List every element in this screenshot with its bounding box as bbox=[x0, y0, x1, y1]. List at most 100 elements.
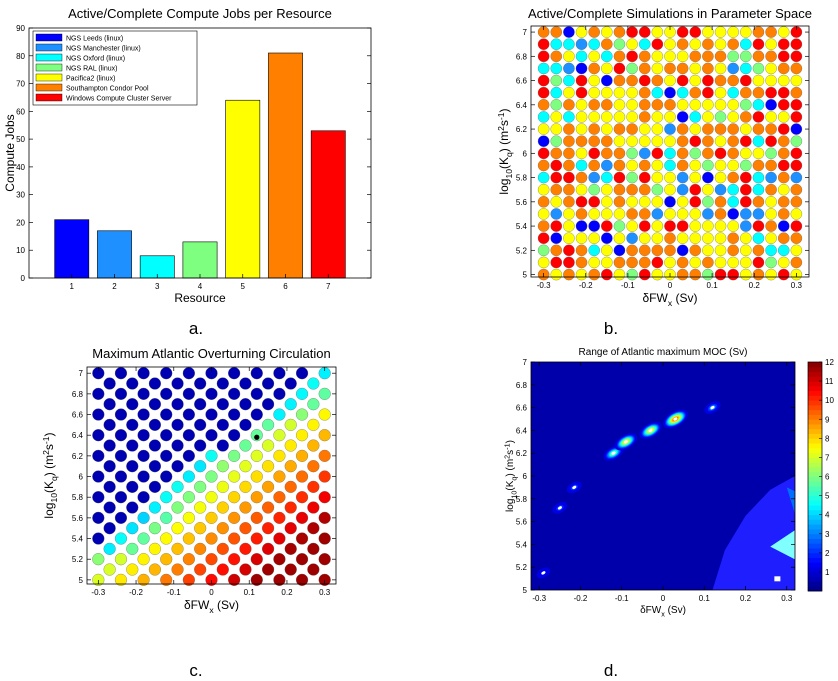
data-point bbox=[638, 232, 651, 244]
data-point bbox=[205, 532, 218, 545]
contour-peak bbox=[572, 485, 577, 490]
data-point bbox=[626, 220, 638, 232]
axis-label-part: ) (m bbox=[497, 131, 511, 152]
data-point bbox=[216, 563, 229, 576]
legend-swatch bbox=[35, 83, 63, 92]
data-point bbox=[137, 511, 150, 524]
data-point bbox=[638, 86, 651, 99]
y-tick-label: 5.4 bbox=[516, 540, 528, 549]
data-point bbox=[740, 74, 752, 87]
data-point bbox=[103, 563, 116, 576]
data-point bbox=[752, 86, 765, 99]
data-point bbox=[103, 460, 116, 473]
data-point bbox=[626, 135, 638, 147]
data-point bbox=[740, 196, 752, 208]
data-point bbox=[777, 196, 790, 208]
data-point bbox=[307, 377, 320, 390]
y-tick-label: 6.6 bbox=[516, 77, 528, 86]
data-point bbox=[638, 99, 651, 111]
data-point bbox=[194, 480, 207, 493]
data-point bbox=[588, 38, 600, 50]
data-point bbox=[126, 480, 139, 493]
x-tick-label: 2 bbox=[112, 282, 117, 291]
data-point bbox=[137, 491, 150, 504]
data-point bbox=[563, 220, 575, 232]
data-point bbox=[550, 220, 563, 232]
data-point bbox=[228, 429, 241, 442]
colorbar-step bbox=[808, 571, 822, 578]
legend-entry: Southampton Condor Pool bbox=[66, 86, 149, 93]
data-point bbox=[126, 439, 139, 452]
data-point bbox=[563, 99, 575, 111]
data-point bbox=[664, 62, 676, 75]
data-point bbox=[676, 244, 689, 257]
data-point bbox=[790, 74, 803, 87]
data-point bbox=[318, 532, 331, 545]
data-point bbox=[239, 542, 252, 555]
data-point bbox=[126, 398, 139, 411]
data-point bbox=[601, 183, 613, 196]
data-point bbox=[205, 553, 218, 566]
data-point bbox=[550, 26, 563, 38]
data-point bbox=[714, 256, 727, 269]
x-tick-label: 0.3 bbox=[781, 594, 793, 603]
data-point bbox=[114, 470, 128, 483]
colorbar-step bbox=[808, 567, 822, 573]
contour-peak bbox=[541, 571, 546, 575]
data-point bbox=[194, 377, 207, 390]
colorbar-tick-label: 6 bbox=[825, 473, 830, 482]
data-point bbox=[613, 183, 626, 196]
data-point bbox=[651, 86, 664, 99]
data-point bbox=[689, 147, 702, 160]
chart-title: Active/Complete Simulations in Parameter… bbox=[528, 6, 812, 21]
contour-peak bbox=[623, 440, 628, 444]
data-point bbox=[126, 377, 139, 390]
data-point bbox=[752, 220, 765, 232]
data-point bbox=[727, 183, 739, 196]
contour-peak bbox=[611, 451, 616, 455]
data-point bbox=[194, 439, 207, 452]
data-point bbox=[537, 159, 550, 172]
data-point bbox=[601, 50, 613, 63]
data-point bbox=[676, 135, 689, 147]
data-point bbox=[702, 208, 714, 220]
data-point bbox=[563, 26, 575, 38]
data-point bbox=[575, 26, 588, 38]
data-point bbox=[262, 563, 275, 576]
data-point bbox=[702, 135, 714, 147]
data-point bbox=[727, 159, 739, 172]
data-point bbox=[148, 542, 161, 555]
colorbar-step bbox=[808, 548, 822, 554]
data-point bbox=[740, 208, 752, 220]
data-point bbox=[205, 511, 218, 524]
axes-frame bbox=[28, 27, 372, 279]
data-point bbox=[262, 522, 275, 535]
data-point bbox=[626, 123, 638, 135]
data-point bbox=[575, 159, 588, 172]
x-tick-label: 4 bbox=[198, 282, 203, 291]
data-point bbox=[295, 429, 309, 442]
data-point bbox=[216, 377, 229, 390]
data-point bbox=[563, 171, 575, 184]
x-tick-label: -0.3 bbox=[91, 588, 105, 597]
data-point bbox=[664, 183, 676, 196]
y-tick-label: 6.6 bbox=[72, 411, 84, 420]
data-point bbox=[790, 256, 803, 269]
data-point bbox=[727, 74, 739, 87]
data-point bbox=[676, 86, 689, 99]
data-point bbox=[689, 244, 702, 257]
data-point bbox=[777, 99, 790, 111]
data-point bbox=[727, 38, 739, 50]
data-point bbox=[638, 38, 651, 50]
data-point bbox=[295, 367, 309, 380]
data-point bbox=[765, 196, 777, 208]
data-point bbox=[563, 244, 575, 257]
data-point bbox=[626, 147, 638, 160]
data-point bbox=[790, 50, 803, 63]
axis-label-part: δFW bbox=[184, 598, 210, 612]
data-point bbox=[575, 111, 588, 123]
data-point bbox=[702, 147, 714, 160]
axis-label-part: log bbox=[497, 179, 511, 195]
data-point bbox=[676, 256, 689, 269]
